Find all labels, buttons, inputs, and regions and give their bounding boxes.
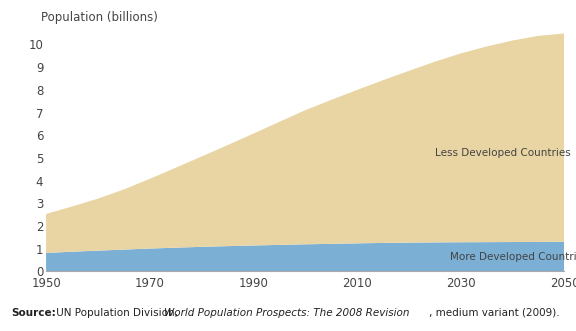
Text: More Developed Countries: More Developed Countries	[450, 252, 576, 262]
Text: Less Developed Countries: Less Developed Countries	[435, 148, 571, 159]
Text: Population (billions): Population (billions)	[41, 11, 158, 24]
Text: Source:: Source:	[12, 308, 56, 318]
Text: UN Population Division,: UN Population Division,	[53, 308, 181, 318]
Text: , medium variant (2009).: , medium variant (2009).	[429, 308, 560, 318]
Text: World Population Prospects: The 2008 Revision: World Population Prospects: The 2008 Rev…	[164, 308, 410, 318]
